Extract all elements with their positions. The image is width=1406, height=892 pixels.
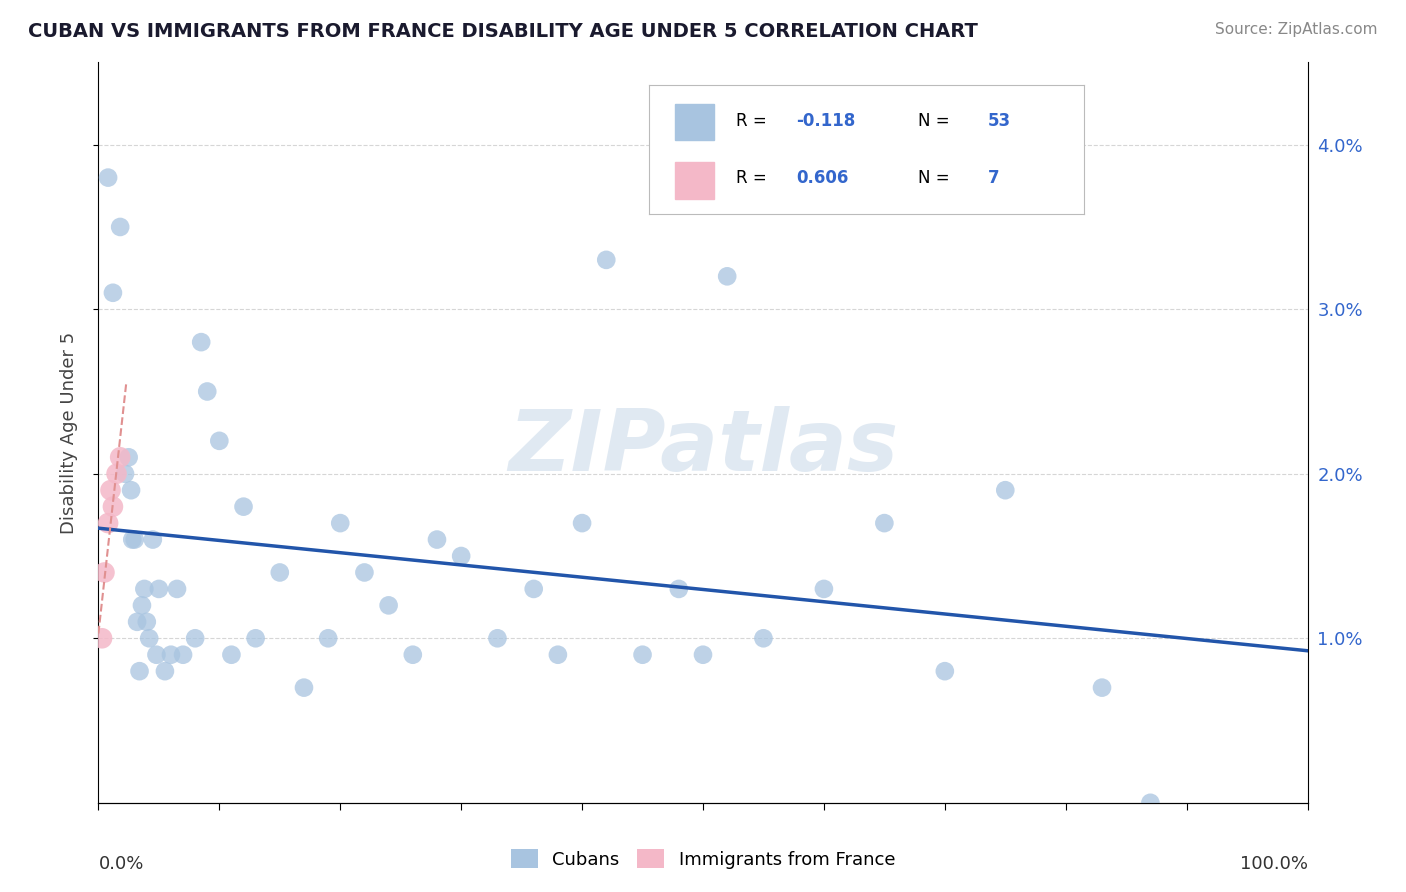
Point <box>127 615 149 629</box>
Point <box>101 285 124 300</box>
Text: ZIPatlas: ZIPatlas <box>508 406 898 489</box>
Point <box>148 582 170 596</box>
Point <box>101 500 124 514</box>
Point <box>377 599 399 613</box>
Point <box>486 632 509 646</box>
Point <box>631 648 654 662</box>
Point <box>994 483 1017 498</box>
Point <box>105 467 128 481</box>
Point <box>120 483 142 498</box>
Point <box>131 599 153 613</box>
Point <box>450 549 472 563</box>
Point <box>1091 681 1114 695</box>
Point <box>402 648 425 662</box>
Point <box>269 566 291 580</box>
Point <box>813 582 835 596</box>
Point <box>873 516 896 530</box>
Point <box>172 648 194 662</box>
Point <box>426 533 449 547</box>
Point <box>668 582 690 596</box>
Point <box>91 632 114 646</box>
Text: Source: ZipAtlas.com: Source: ZipAtlas.com <box>1215 22 1378 37</box>
Point <box>316 632 339 646</box>
Point <box>97 516 120 530</box>
Point <box>108 219 131 234</box>
Point <box>93 566 115 580</box>
Point <box>716 269 738 284</box>
Point <box>547 648 569 662</box>
Point <box>934 664 956 678</box>
Point <box>752 632 775 646</box>
Y-axis label: Disability Age Under 5: Disability Age Under 5 <box>59 332 77 533</box>
Point <box>329 516 352 530</box>
Point <box>184 632 207 646</box>
Point <box>190 335 212 350</box>
Text: CUBAN VS IMMIGRANTS FROM FRANCE DISABILITY AGE UNDER 5 CORRELATION CHART: CUBAN VS IMMIGRANTS FROM FRANCE DISABILI… <box>28 22 979 41</box>
Legend: Cubans, Immigrants from France: Cubans, Immigrants from France <box>505 844 901 874</box>
Point <box>134 582 156 596</box>
Point <box>124 533 146 547</box>
Point <box>221 648 243 662</box>
Point <box>153 664 176 678</box>
Point <box>1139 796 1161 810</box>
Text: 100.0%: 100.0% <box>1240 855 1308 872</box>
Point <box>195 384 218 399</box>
Point <box>108 450 131 465</box>
Point <box>208 434 231 448</box>
Point <box>142 533 165 547</box>
Point <box>100 483 122 498</box>
Point <box>353 566 375 580</box>
Point <box>121 533 143 547</box>
Point <box>595 252 617 267</box>
Point <box>245 632 267 646</box>
Point <box>118 450 141 465</box>
Point <box>571 516 593 530</box>
Point <box>114 467 136 481</box>
Point <box>135 615 157 629</box>
Point <box>166 582 188 596</box>
Point <box>523 582 546 596</box>
Point <box>692 648 714 662</box>
Point <box>138 632 160 646</box>
Point <box>97 170 120 185</box>
Text: 0.0%: 0.0% <box>98 855 143 872</box>
Point <box>160 648 183 662</box>
Point <box>145 648 167 662</box>
Point <box>128 664 150 678</box>
Point <box>292 681 315 695</box>
Point <box>232 500 254 514</box>
